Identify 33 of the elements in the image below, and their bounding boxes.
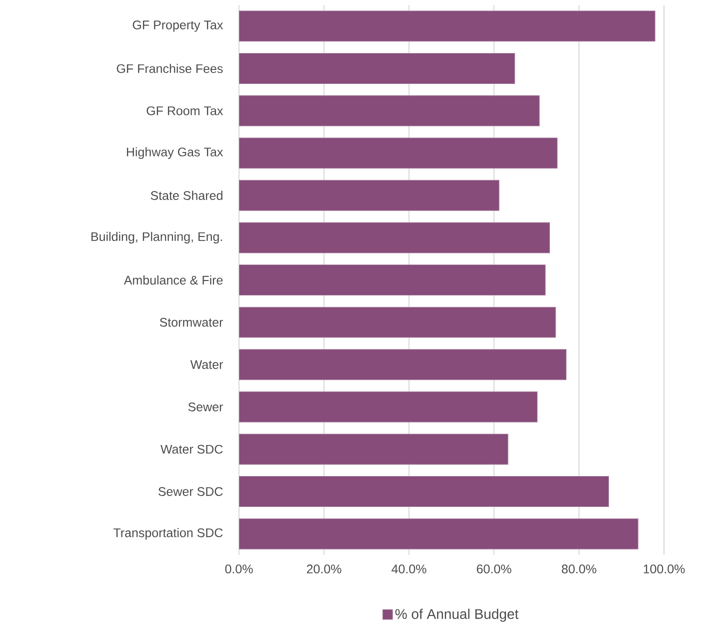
bar — [239, 434, 508, 465]
y-tick-label: GF Franchise Fees — [116, 64, 223, 74]
y-tick-label: Ambulance & Fire — [124, 275, 223, 285]
bar — [239, 180, 500, 211]
x-tick-label: 20.0% — [306, 564, 342, 574]
bar — [239, 476, 610, 508]
y-tick-label: Water SDC — [160, 444, 223, 454]
x-tick-label: 60.0% — [476, 564, 512, 574]
bar — [239, 306, 556, 338]
bar — [239, 264, 546, 296]
y-tick-label: Transportation SDC — [113, 528, 223, 540]
y-tick-label: GF Room Tax — [146, 106, 224, 116]
y-tick-label: Building, Planning, Eng. — [91, 232, 222, 244]
bar — [239, 349, 567, 380]
bar — [239, 52, 516, 84]
bar — [239, 518, 638, 550]
bar — [239, 95, 540, 126]
legend-label: % of Annual Budget — [395, 608, 519, 622]
bar — [239, 138, 558, 169]
y-tick-label: Sewer — [188, 402, 223, 412]
x-tick-label: 40.0% — [392, 564, 426, 574]
x-tick-label: 80.0% — [562, 564, 596, 574]
y-tick-label: Highway Gas Tax — [126, 147, 224, 159]
bar — [239, 10, 656, 42]
x-tick-label: 0.0% — [225, 564, 253, 574]
x-tick-label: 100.0% — [644, 564, 685, 574]
y-tick-label: State Shared — [150, 190, 222, 200]
y-tick-label: GF Property Tax — [132, 20, 224, 32]
bar — [239, 222, 550, 254]
y-tick-label: Sewer SDC — [158, 487, 223, 496]
y-tick-label: Stormwater — [160, 318, 223, 327]
bar — [239, 391, 538, 422]
y-tick-label: Water — [190, 360, 223, 369]
